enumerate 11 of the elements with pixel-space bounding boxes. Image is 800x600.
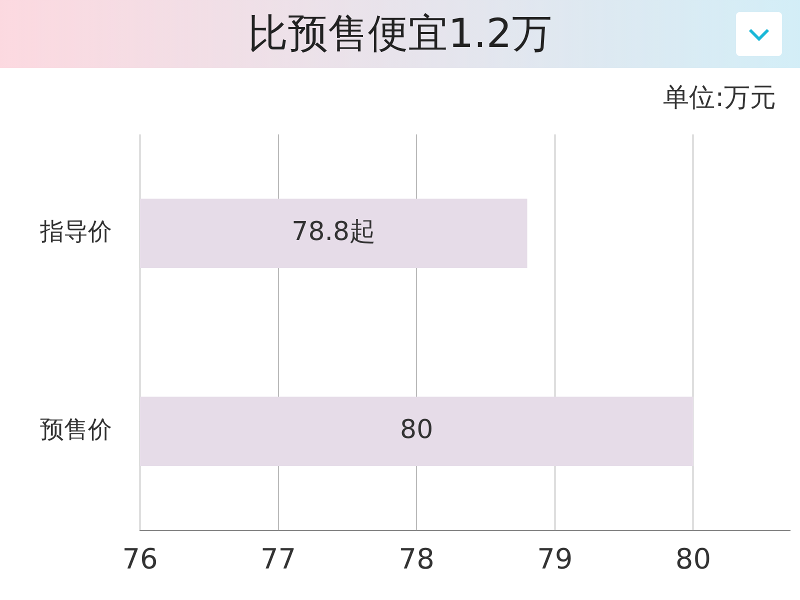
y-tick-label: 预售价: [40, 416, 112, 444]
x-tick-label: 77: [260, 542, 296, 576]
x-tick-label: 76: [122, 542, 158, 576]
chart-title: 比预售便宜1.2万: [0, 0, 800, 68]
x-tick-label: 79: [537, 542, 573, 576]
x-tick-label: 80: [675, 542, 712, 576]
y-tick-label: 指导价: [39, 218, 112, 246]
x-tick-label: 78: [398, 542, 434, 576]
text: 单位:万元: [663, 82, 776, 115]
data-label: 78.8起: [292, 217, 376, 248]
data-label: 80: [400, 415, 434, 446]
